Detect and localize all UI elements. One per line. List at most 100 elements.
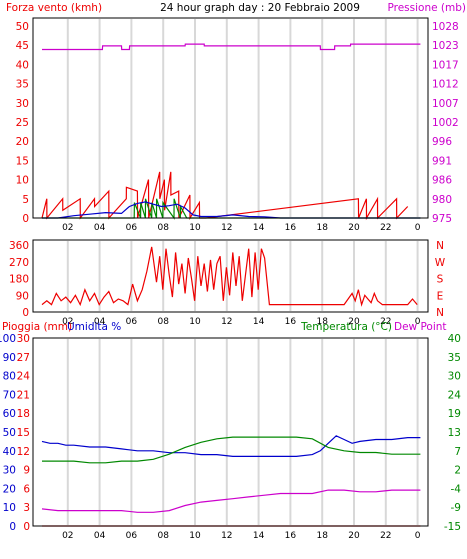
- pressure-axis-title: Pressione (mb): [387, 2, 466, 14]
- rain-y-tick: 3: [23, 502, 30, 514]
- temperature-y-tick: 40: [448, 333, 461, 345]
- dew-point-axis-title: Dew Point: [394, 321, 447, 333]
- x-tick-label: 08: [157, 223, 169, 233]
- pressure-series-line: [42, 43, 421, 51]
- x-tick-label: 0: [415, 223, 421, 233]
- plot-frame-wind-direction: [32, 239, 429, 313]
- dew-point-series-line: [41, 489, 421, 513]
- temperature-y-tick: 30: [448, 371, 461, 383]
- x-tick-label: 20: [348, 531, 360, 541]
- rain-axis-title: Pioggia (mm): [2, 321, 72, 333]
- x-tick-label: 04: [94, 531, 106, 541]
- pressure-y-tick: 996: [432, 136, 452, 148]
- pressure-y-tick: 1028: [432, 21, 459, 33]
- x-tick-label: 10: [189, 531, 201, 541]
- x-tick-label: 06: [126, 531, 138, 541]
- x-tick-label: 14: [253, 223, 265, 233]
- humidity-y-tick: 0: [9, 521, 16, 533]
- humidity-y-tick: 100: [0, 333, 16, 345]
- x-tick-label: 14: [253, 317, 265, 327]
- pressure-y-tick: 1012: [432, 79, 459, 91]
- chart-title: 24 hour graph day : 20 Febbraio 2009: [160, 2, 360, 14]
- x-tick-label: 22: [380, 223, 391, 233]
- compass-y-tick: E: [437, 290, 444, 302]
- temperature-y-tick: 35: [448, 352, 461, 364]
- humidity-y-tick: 20: [3, 483, 16, 495]
- x-tick-label: 22: [380, 531, 391, 541]
- x-tick-label: 06: [126, 317, 138, 327]
- pressure-y-tick: 986: [432, 175, 452, 187]
- humidity-y-tick: 10: [3, 502, 16, 514]
- wind-direction-series-line: [41, 246, 418, 307]
- x-tick-label: 22: [380, 317, 391, 327]
- pressure-y-tick: 975: [432, 213, 452, 225]
- rain-y-tick: 27: [17, 352, 30, 364]
- x-tick-label: 12: [221, 531, 232, 541]
- x-tick-label: 06: [126, 223, 138, 233]
- compass-y-tick: W: [435, 257, 446, 269]
- rain-y-tick: 15: [17, 427, 30, 439]
- pressure-y-tick: 1002: [432, 117, 459, 129]
- x-tick-label: 16: [285, 317, 297, 327]
- temperature-y-tick: 7: [454, 446, 461, 458]
- wind-y-tick: 30: [16, 98, 29, 110]
- x-tick-label: 08: [157, 531, 169, 541]
- x-tick-label: 04: [94, 223, 106, 233]
- direction-y-tick: 360: [9, 240, 29, 252]
- temperature-y-tick: -4: [451, 483, 462, 495]
- wind-green-series-line: [42, 198, 421, 220]
- wind-y-tick: 0: [22, 213, 29, 225]
- x-tick-label: 02: [62, 223, 73, 233]
- temperature-y-tick: -15: [444, 521, 461, 533]
- compass-y-tick: N: [436, 307, 444, 319]
- wind-y-tick: 40: [16, 59, 29, 71]
- humidity-axis-title: Umidita %: [67, 321, 121, 333]
- x-tick-label: 14: [253, 531, 265, 541]
- wind-axis-title: Forza vento (kmh): [6, 2, 102, 14]
- x-tick-label: 20: [348, 223, 360, 233]
- rain-y-tick: 9: [23, 465, 30, 477]
- temperature-axis-title: Temperatura (°C): [300, 321, 392, 333]
- humidity-y-tick: 60: [3, 408, 16, 420]
- pressure-y-tick: 980: [432, 194, 452, 206]
- rain-y-tick: 21: [17, 389, 30, 401]
- humidity-series-line: [41, 435, 421, 457]
- temperature-y-tick: 19: [448, 408, 461, 420]
- x-tick-label: 20: [348, 317, 360, 327]
- wind-y-tick: 10: [16, 175, 29, 187]
- plot-frame-rain-humidity-temperature: [32, 337, 429, 527]
- humidity-y-tick: 50: [3, 427, 16, 439]
- direction-y-tick: 270: [9, 257, 29, 269]
- wind-y-tick: 50: [16, 21, 29, 33]
- temperature-series-line: [42, 436, 421, 464]
- pressure-y-tick: 1007: [432, 98, 459, 110]
- humidity-y-tick: 90: [3, 352, 16, 364]
- x-tick-label: 16: [285, 223, 297, 233]
- wind-y-tick: 25: [16, 117, 29, 129]
- plot-frame-wind-pressure: [32, 17, 429, 219]
- wind-y-tick: 45: [16, 40, 29, 52]
- x-tick-label: 0: [415, 317, 421, 327]
- temperature-y-tick: 24: [448, 389, 462, 401]
- direction-y-tick: 0: [22, 307, 29, 319]
- x-tick-label: 16: [285, 531, 297, 541]
- direction-y-tick: 180: [9, 274, 29, 286]
- humidity-y-tick: 80: [3, 371, 16, 383]
- x-tick-label: 08: [157, 317, 169, 327]
- x-tick-label: 02: [62, 531, 73, 541]
- pressure-y-tick: 1023: [432, 40, 459, 52]
- humidity-y-tick: 70: [3, 389, 16, 401]
- x-tick-label: 02: [62, 317, 73, 327]
- x-tick-label: 18: [316, 317, 328, 327]
- humidity-y-tick: 30: [3, 465, 16, 477]
- direction-y-tick: 90: [16, 290, 29, 302]
- rain-y-tick: 12: [17, 446, 30, 458]
- x-tick-label: 12: [221, 317, 232, 327]
- temperature-y-tick: -9: [451, 502, 461, 514]
- rain-y-tick: 6: [23, 483, 30, 495]
- wind-y-tick: 35: [16, 79, 29, 91]
- rain-y-tick: 30: [17, 333, 30, 345]
- temperature-y-tick: 13: [448, 427, 461, 439]
- wind-red-series-line: [41, 171, 409, 221]
